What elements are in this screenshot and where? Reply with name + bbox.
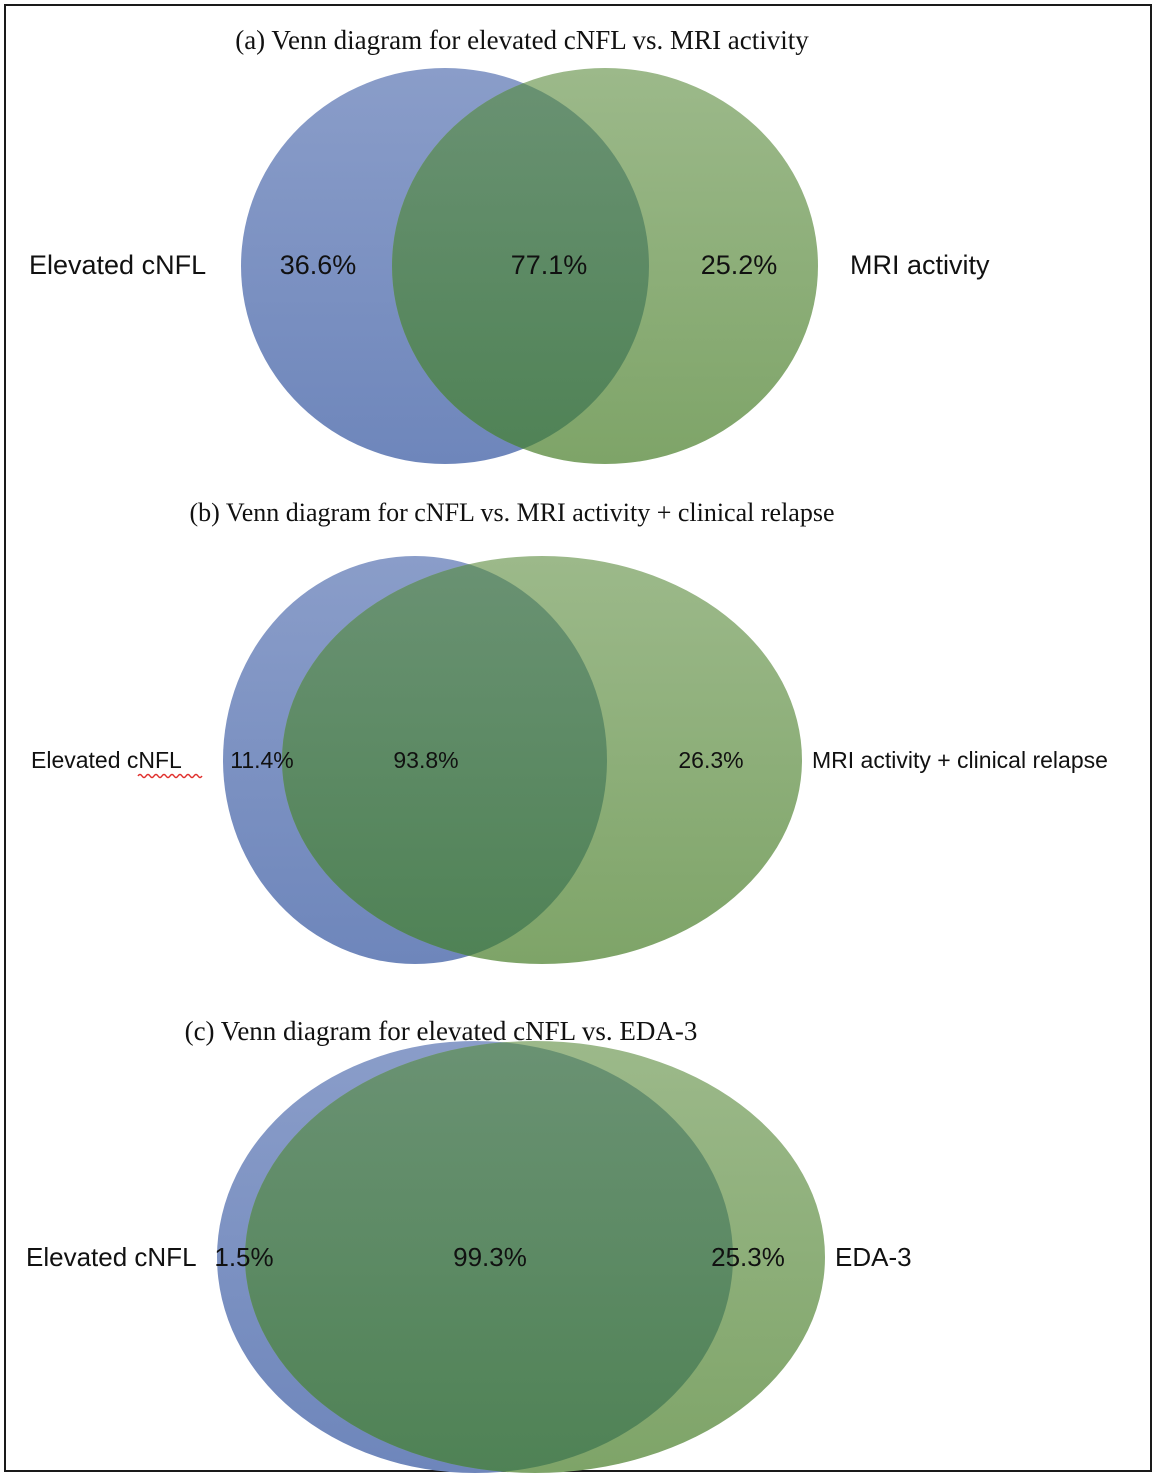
right-set-label: MRI activity <box>850 250 990 280</box>
left-only-percent: 11.4% <box>230 747 294 773</box>
venn-panel-b: (b) Venn diagram for cNFL vs. MRI activi… <box>31 498 1108 964</box>
left-set-label: Elevated cNFL <box>31 747 182 773</box>
spellcheck-underline <box>137 773 203 779</box>
right-only-percent: 25.2% <box>701 250 778 280</box>
right-only-percent: 25.3% <box>711 1242 785 1272</box>
panel-title: (a) Venn diagram for elevated cNFL vs. M… <box>235 25 809 55</box>
right-only-percent: 26.3% <box>678 747 743 773</box>
right-set-label: MRI activity + clinical relapse <box>812 747 1108 773</box>
overlap-percent: 99.3% <box>453 1242 527 1272</box>
panel-title: (b) Venn diagram for cNFL vs. MRI activi… <box>190 498 835 527</box>
venn-panel-c: (c) Venn diagram for elevated cNFL vs. E… <box>26 1016 912 1473</box>
overlap-percent: 93.8% <box>393 747 458 773</box>
overlap-region <box>245 1041 733 1473</box>
overlap-percent: 77.1% <box>511 250 588 280</box>
panel-title: (c) Venn diagram for elevated cNFL vs. E… <box>185 1016 698 1046</box>
overlap-region <box>392 68 649 464</box>
left-set-label: Elevated cNFL <box>29 250 206 280</box>
left-set-label: Elevated cNFL <box>26 1242 197 1272</box>
venn-panel-a: (a) Venn diagram for elevated cNFL vs. M… <box>29 25 990 464</box>
overlap-region <box>282 556 607 964</box>
left-only-percent: 36.6% <box>280 250 357 280</box>
right-set-label: EDA-3 <box>835 1242 912 1272</box>
left-only-percent: 1.5% <box>214 1242 273 1272</box>
